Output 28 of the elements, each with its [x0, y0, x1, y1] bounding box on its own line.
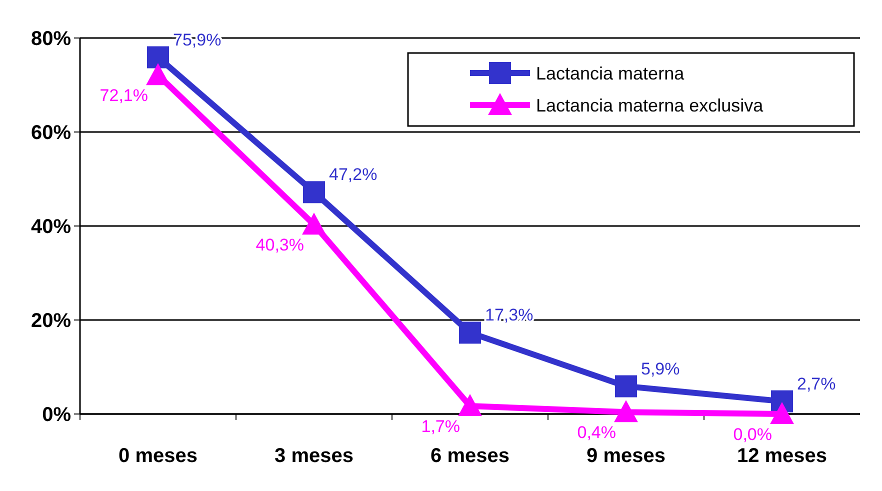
y-tick-label: 20%	[30, 310, 72, 332]
y-tick-label: 0%	[42, 404, 72, 426]
point	[303, 181, 325, 204]
y-tick-label: 60%	[30, 122, 72, 144]
data-label: 72,1%	[100, 86, 148, 106]
data-label: 0,4%	[577, 423, 616, 442]
x-tick-label: 3 meses	[274, 445, 354, 467]
x-tick-label: 12 meses	[736, 445, 828, 467]
point	[458, 394, 482, 416]
y-tick-label: 80%	[30, 28, 72, 50]
data-label: 0,0%	[733, 425, 772, 444]
y-tick-label: 40%	[30, 216, 72, 238]
data-label: 1,7%	[421, 417, 460, 436]
data-label: 5,9%	[641, 359, 680, 378]
x-tick-label: 0 meses	[118, 445, 198, 467]
point	[147, 46, 169, 68]
legend-label: Lactancia materna exclusiva	[536, 95, 764, 116]
point	[302, 212, 326, 235]
x-tick-label: 9 meses	[586, 445, 666, 467]
point	[614, 400, 638, 422]
point	[770, 402, 794, 424]
data-label: 47,2%	[329, 165, 378, 184]
point	[615, 375, 637, 398]
data-label: 40,3%	[256, 236, 304, 255]
data-label: 2,7%	[797, 374, 836, 394]
legend-label: Lactancia materna	[536, 63, 686, 84]
point	[459, 322, 481, 344]
x-tick-label: 6 meses	[430, 445, 510, 467]
